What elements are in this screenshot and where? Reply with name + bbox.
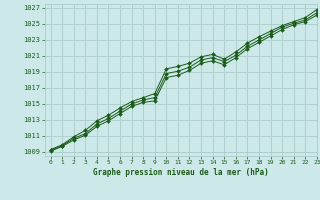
X-axis label: Graphe pression niveau de la mer (hPa): Graphe pression niveau de la mer (hPa) [93,168,269,177]
